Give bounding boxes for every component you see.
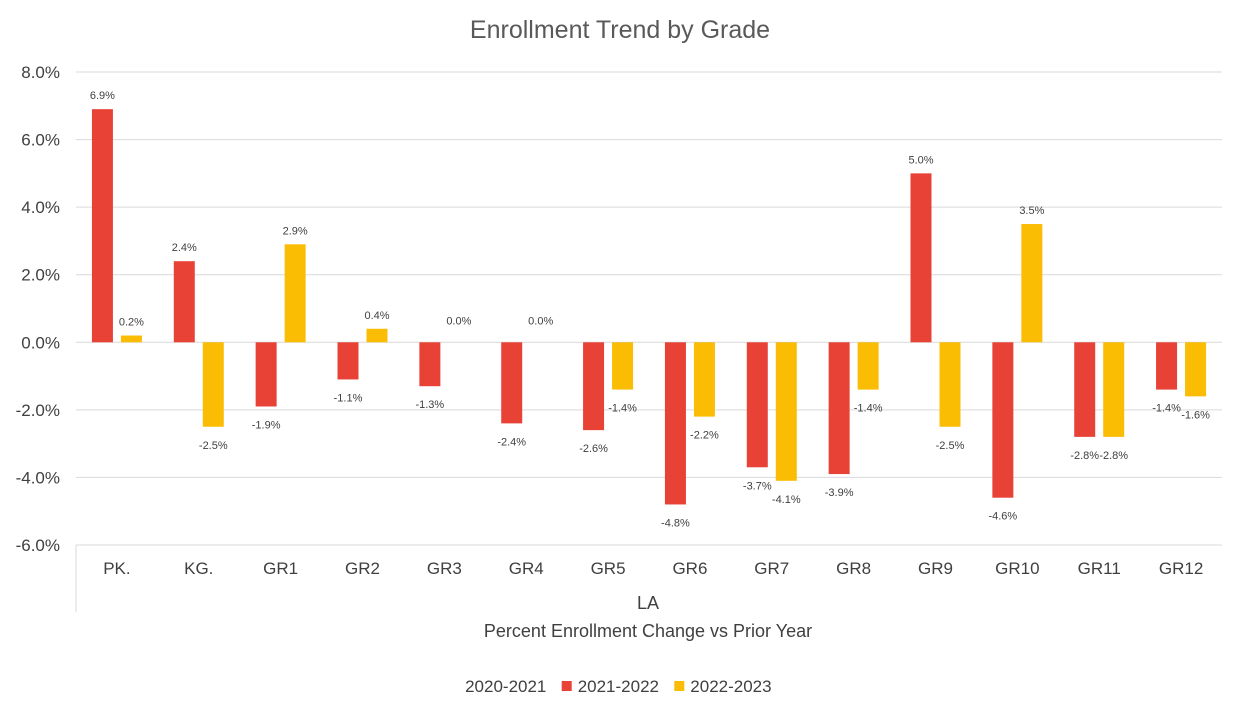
y-axis-ticks: 8.0% 6.0% 4.0% 2.0% 0.0% -2.0% -4.0% -6.0% [16, 63, 60, 555]
y-tick-label: -2.0% [16, 401, 60, 420]
data-labels: 6.9% 0.2% 2.4% -2.5% -1.9% 2.9% -1.1% 0.4% -1.3%… [90, 90, 1210, 529]
x-category-label: GR10 [995, 559, 1039, 578]
data-label: -2.8% [1099, 450, 1128, 462]
data-label: -2.2% [690, 430, 719, 442]
data-label: -1.6% [1181, 409, 1210, 421]
data-label: -1.1% [334, 392, 363, 404]
data-label: 0.2% [119, 317, 144, 329]
x-category-label: GR4 [509, 559, 544, 578]
bar-2021-2022 [746, 342, 768, 468]
data-label: 2.4% [172, 242, 197, 254]
bar-2022-2023 [284, 244, 306, 343]
y-tick-label: -6.0% [16, 536, 60, 555]
bar-2022-2023 [612, 342, 634, 390]
data-label: -1.4% [608, 403, 637, 415]
y-tick-label: 4.0% [21, 198, 60, 217]
bar-2021-2022 [1074, 342, 1096, 437]
data-label: -3.9% [825, 487, 854, 499]
group-label: LA [637, 593, 659, 613]
x-axis-categories: PK. KG. GR1 GR2 GR3 GR4 GR5 GR6 GR7 GR8 GR9 GR10 GR1… [103, 559, 1203, 578]
legend: 2020-2021 2021-2022 2022-2023 [465, 677, 772, 696]
data-label: -1.3% [415, 399, 444, 411]
legend-entry: 2020-2021 [465, 677, 546, 696]
x-category-label: GR9 [918, 559, 953, 578]
bar-2022-2023 [1185, 342, 1207, 397]
bar-2021-2022 [419, 342, 441, 387]
data-label: -2.6% [579, 443, 608, 455]
legend-entry: 2021-2022 [578, 677, 659, 696]
x-category-label: GR7 [754, 559, 789, 578]
data-label: -4.8% [661, 517, 690, 529]
bar-2022-2023 [120, 335, 142, 343]
x-category-label: GR6 [672, 559, 707, 578]
chart-title: Enrollment Trend by Grade [470, 16, 770, 44]
data-label: 3.5% [1019, 205, 1044, 217]
data-label: -1.4% [1152, 403, 1181, 415]
x-category-label: GR1 [263, 559, 298, 578]
legend-swatch [674, 681, 685, 691]
bars [91, 109, 1207, 505]
y-tick-label: 2.0% [21, 266, 60, 285]
data-label: 6.9% [90, 90, 115, 102]
data-label: 0.4% [364, 310, 389, 322]
bar-2021-2022 [501, 342, 523, 424]
bar-2021-2022 [910, 173, 932, 343]
data-label: -3.7% [743, 480, 772, 492]
x-category-label: KG. [184, 559, 213, 578]
data-label: -1.9% [252, 419, 281, 431]
legend-entry: 2022-2023 [690, 677, 771, 696]
data-label: 5.0% [908, 154, 933, 166]
x-category-label: GR2 [345, 559, 380, 578]
x-category-label: GR3 [427, 559, 462, 578]
bar-2022-2023 [857, 342, 879, 390]
data-label: -2.5% [936, 440, 965, 452]
y-tick-label: 0.0% [21, 333, 60, 352]
bar-2021-2022 [91, 109, 113, 343]
bar-2021-2022 [828, 342, 850, 475]
bar-2021-2022 [664, 342, 686, 505]
bar-2022-2023 [939, 342, 961, 427]
y-tick-label: -4.0% [16, 468, 60, 487]
data-label: -4.6% [988, 511, 1017, 523]
bar-2022-2023 [1103, 342, 1125, 437]
bar-2022-2023 [693, 342, 715, 417]
data-label: -2.8% [1070, 450, 1099, 462]
bar-2022-2023 [366, 328, 388, 343]
data-label: -2.4% [497, 436, 526, 448]
data-label: -1.4% [854, 403, 883, 415]
bar-2021-2022 [337, 342, 359, 380]
x-category-label: GR11 [1078, 559, 1121, 578]
data-label: 2.9% [283, 225, 308, 237]
bar-2021-2022 [992, 342, 1014, 498]
data-label: -2.5% [199, 440, 228, 452]
bar-2021-2022 [583, 342, 605, 431]
x-category-label: GR5 [591, 559, 626, 578]
bar-2021-2022 [173, 261, 195, 343]
x-category-label: GR12 [1159, 559, 1203, 578]
x-category-label: PK. [103, 559, 130, 578]
data-label: 0.0% [528, 315, 553, 327]
x-category-label: GR8 [836, 559, 871, 578]
x-axis-title: Percent Enrollment Change vs Prior Year [484, 621, 812, 641]
data-label: -4.1% [772, 494, 801, 506]
bar-2022-2023 [1021, 224, 1043, 343]
gridlines [75, 71, 1222, 612]
legend-swatch [561, 681, 572, 691]
bar-2021-2022 [1156, 342, 1178, 390]
bar-2022-2023 [202, 342, 224, 427]
y-tick-label: 8.0% [21, 63, 60, 82]
data-label: 0.0% [446, 315, 471, 327]
bar-2021-2022 [255, 342, 277, 407]
bar-2022-2023 [775, 342, 797, 481]
y-tick-label: 6.0% [21, 131, 60, 150]
